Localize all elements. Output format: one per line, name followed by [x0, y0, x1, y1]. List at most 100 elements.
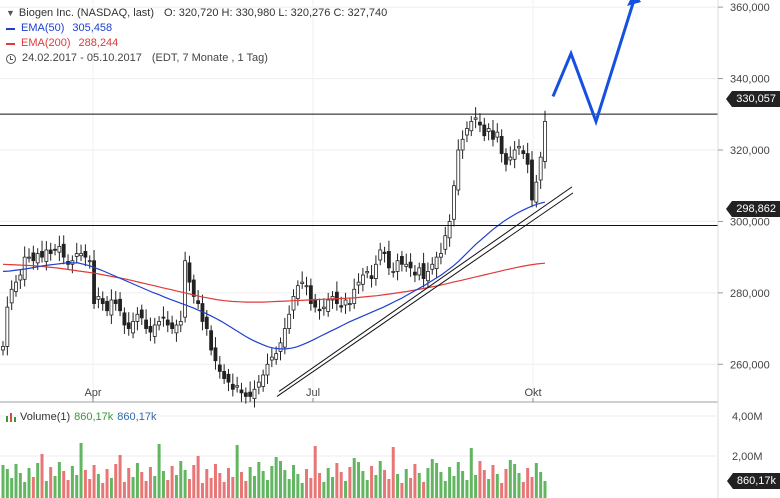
legend-row-ema200: EMA(200) 288,244	[6, 36, 387, 51]
volume-bar	[131, 477, 135, 498]
volume-bar	[456, 462, 460, 498]
candle-body	[79, 253, 83, 257]
candle-body	[486, 128, 491, 132]
volume-bar	[31, 477, 35, 498]
volume-bar	[192, 465, 196, 498]
candle-body	[148, 326, 153, 333]
candle-body	[61, 243, 66, 258]
volume-bars-icon	[6, 412, 16, 422]
candle-body	[74, 253, 79, 257]
trend-channel-lines	[276, 186, 574, 397]
support-price-tag: 298,862	[726, 201, 780, 217]
candle-body	[278, 342, 283, 352]
volume-bar	[322, 482, 326, 498]
candle-body	[478, 121, 482, 126]
legend-row-ohlc: ▼ Biogen Inc. (NASDAQ, last) O: 320,720 …	[6, 6, 387, 21]
volume-bar	[109, 478, 113, 498]
candle-body	[352, 288, 357, 304]
volume-bar	[36, 463, 40, 498]
volume-bar	[53, 476, 57, 498]
volume-bar	[279, 461, 283, 498]
volume-bar	[413, 464, 417, 498]
chevron-down-icon[interactable]: ▼	[6, 8, 15, 18]
candle-body	[230, 383, 235, 390]
volume-bar	[209, 478, 213, 498]
instrument-name: Biogen Inc. (NASDAQ, last)	[18, 7, 155, 19]
volume-bar	[92, 465, 96, 498]
candle-body	[105, 301, 109, 312]
time-axis: Apr Jul Okt	[84, 387, 542, 402]
volume-bar	[257, 462, 261, 498]
volume-bar	[170, 466, 174, 498]
candle-body	[443, 235, 448, 250]
volume-axis: 4,00M 2,00M	[732, 411, 763, 463]
volume-bar	[231, 477, 235, 498]
volume-bar	[105, 469, 109, 498]
volume-bar	[452, 476, 456, 498]
candle-body	[512, 149, 517, 160]
volume-bar	[326, 468, 330, 498]
candle-body	[44, 249, 49, 262]
volume-bar	[391, 447, 395, 498]
volume-bar	[265, 480, 269, 498]
candle-body	[5, 306, 10, 347]
candle-body	[456, 149, 461, 191]
volume-bar	[361, 471, 365, 498]
volume-bar	[44, 481, 48, 498]
volume-bar	[235, 445, 239, 498]
volume-bar	[331, 477, 335, 498]
candle-body	[222, 371, 227, 379]
volume-bar	[118, 455, 122, 498]
candle-body	[226, 373, 231, 383]
candle-body	[252, 388, 257, 399]
candle-body	[157, 321, 161, 326]
volume-bar	[187, 479, 191, 498]
support-resistance-lines	[0, 113, 718, 226]
candle-body	[313, 298, 318, 308]
volume-bars	[1, 443, 547, 498]
candle-body	[439, 253, 443, 258]
candle-body	[308, 285, 313, 304]
volume-bar	[213, 464, 217, 498]
candle-body	[22, 256, 27, 280]
candle-body	[40, 251, 44, 258]
candle-body	[482, 124, 487, 137]
volume-bar	[422, 482, 426, 498]
volume-bar	[409, 478, 413, 498]
candle-body	[14, 281, 18, 292]
candle-body	[447, 221, 452, 239]
candle-body	[417, 267, 422, 276]
volume-bar	[218, 473, 222, 498]
candle-body	[382, 251, 387, 254]
volume-bar	[174, 475, 178, 498]
volume-bar	[166, 480, 170, 498]
candle-body	[343, 299, 348, 306]
volume-bar	[357, 462, 361, 498]
candle-body	[152, 324, 157, 337]
volume-bar	[23, 482, 27, 498]
candle-body	[413, 271, 417, 276]
volume-bar	[543, 481, 547, 498]
volume-bar	[79, 443, 83, 498]
candle-body	[369, 275, 374, 279]
volume-bar	[374, 475, 378, 498]
candle-body	[213, 347, 218, 362]
price-tick-label: 300,000	[730, 216, 770, 228]
volume-price-tag: 860,17k	[726, 473, 780, 489]
candle-body	[317, 308, 322, 312]
volume-bar	[435, 463, 439, 498]
candle-body	[178, 321, 183, 326]
candle-body	[9, 288, 14, 304]
candle-body	[35, 253, 40, 264]
volume-value-1: 860,17k	[74, 411, 114, 423]
candle-body	[261, 374, 266, 387]
candle-body	[434, 256, 439, 269]
candle-body	[100, 298, 105, 304]
candle-body	[139, 309, 144, 319]
candle-body	[161, 316, 166, 319]
price-tick-label: 320,000	[730, 145, 770, 157]
volume-bar	[153, 476, 157, 498]
candle-body	[243, 392, 248, 397]
candle-body	[196, 300, 201, 304]
candle-body	[534, 181, 539, 203]
